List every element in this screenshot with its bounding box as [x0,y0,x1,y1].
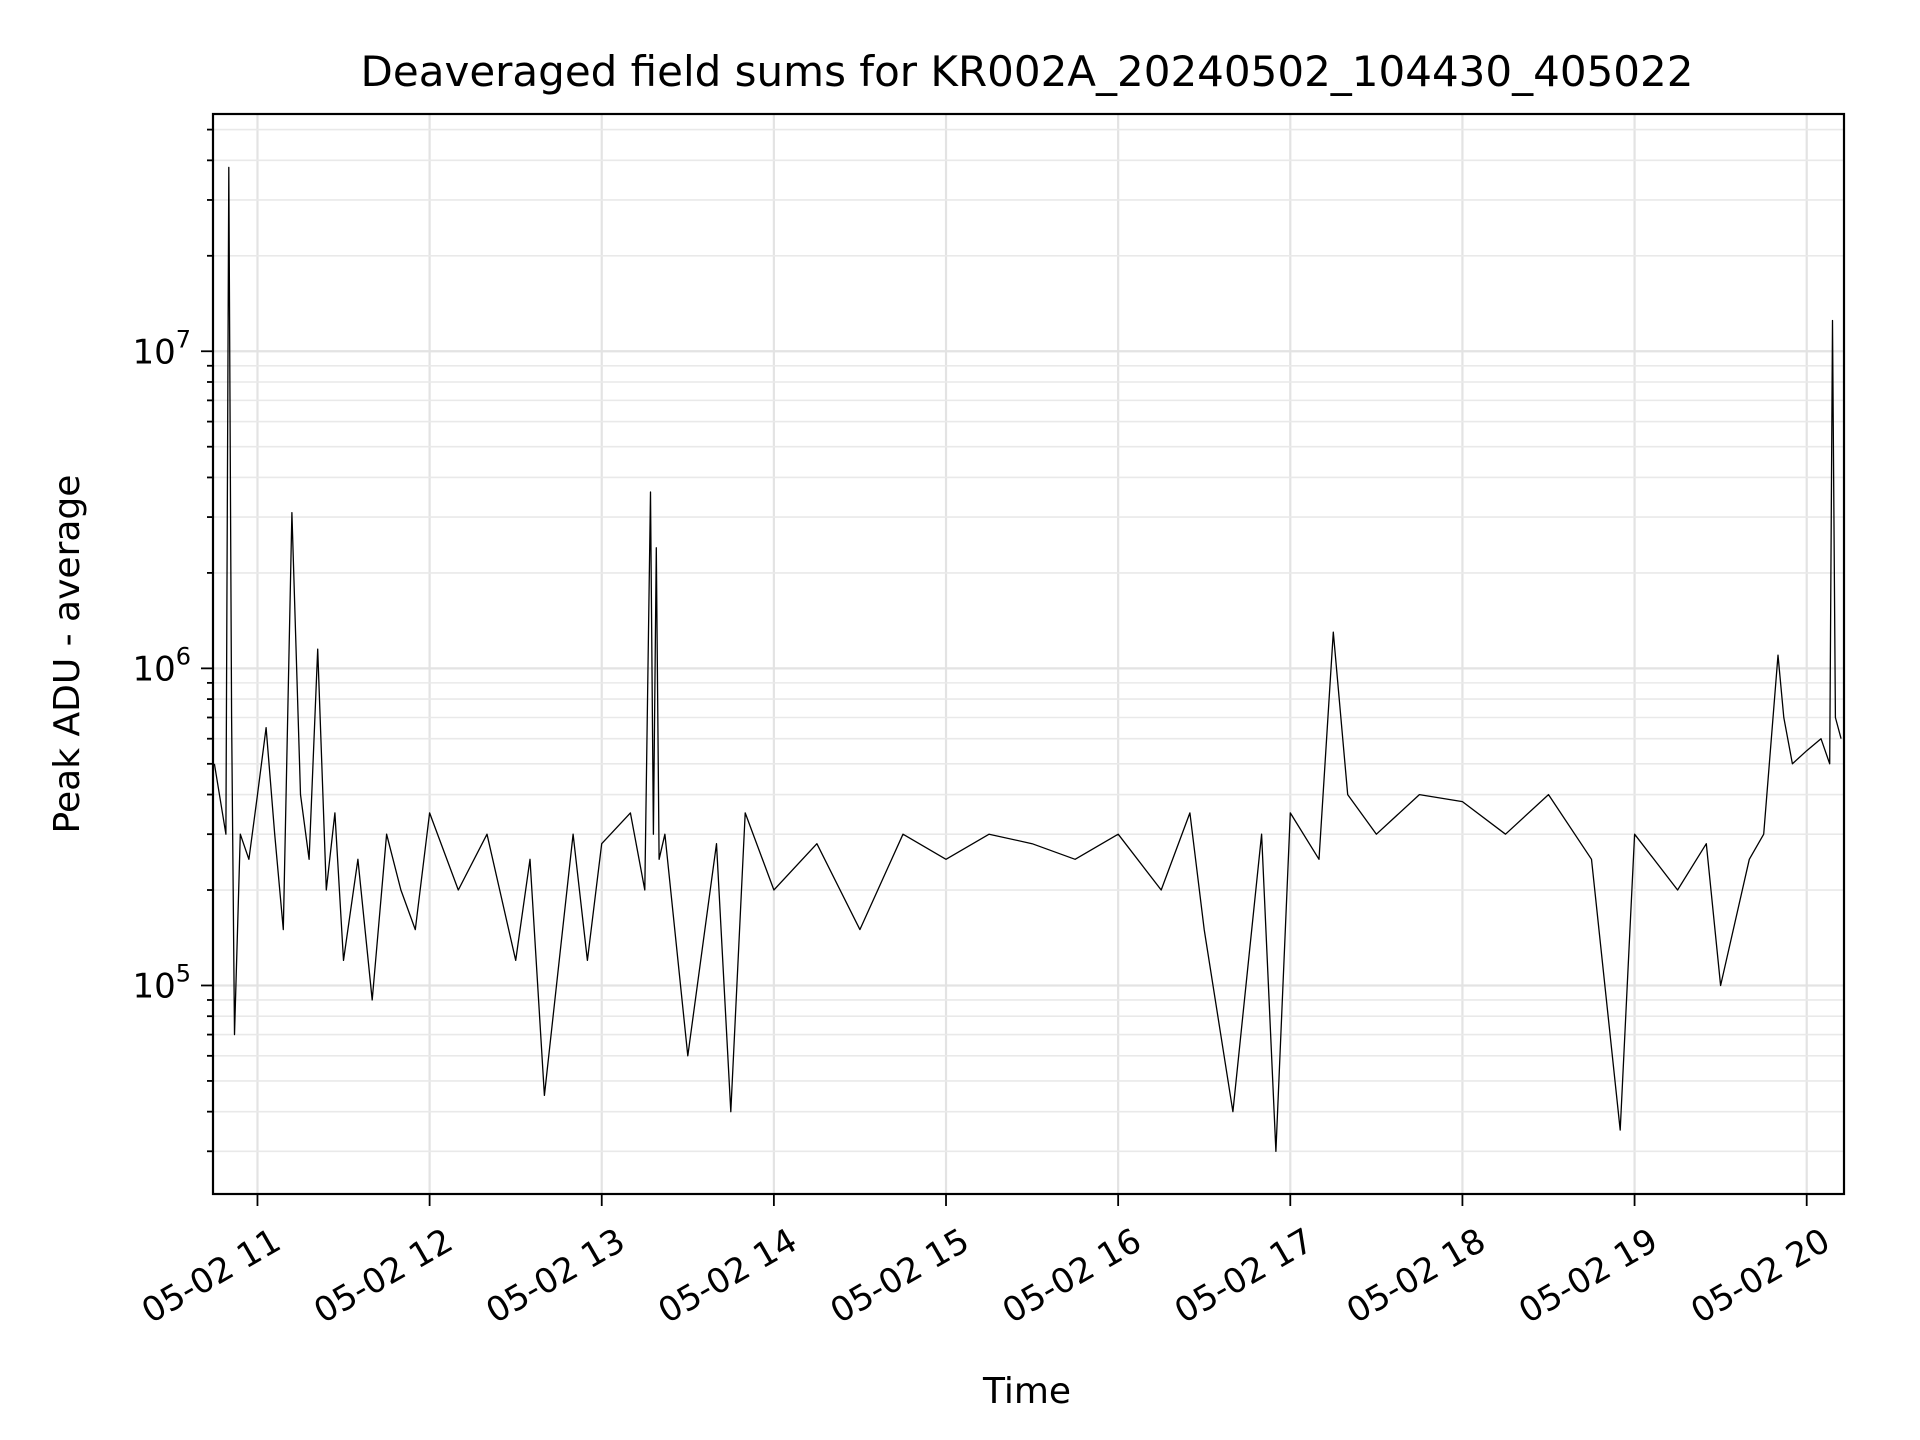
y-tick-label: 105 [132,959,191,1006]
x-tick-label: 05-02 19 [1512,1221,1664,1332]
y-tick-exponent: 7 [176,325,191,353]
y-tick-base: 10 [132,966,175,1006]
x-tick-label: 05-02 20 [1684,1221,1836,1332]
x-tick-label: 05-02 18 [1340,1221,1492,1332]
y-axis-label: Peak ADU - average [47,475,88,834]
chart-title: Deaveraged field sums for KR002A_2024050… [361,47,1694,96]
x-tick-label: 05-02 15 [824,1221,976,1332]
y-tick-base: 10 [132,332,175,372]
x-axis: 05-02 11 05-02 12 05-02 13 05-02 14 05-02 15… [135,1194,1837,1332]
x-tick-label: 05-02 16 [996,1221,1148,1332]
plot-frame [211,112,1846,1196]
x-tick-label: 05-02 12 [307,1221,459,1332]
y-tick-exponent: 6 [176,642,191,670]
series-area [213,166,1842,1152]
y-tick-label: 106 [132,642,191,689]
x-axis-label: Time [982,1371,1071,1412]
x-tick-label: 05-02 17 [1168,1221,1320,1332]
x-tick-label: 05-02 11 [135,1221,287,1332]
y-tick-label: 107 [132,325,191,372]
x-tick-label: 05-02 14 [652,1221,804,1332]
y-tick-base: 10 [132,649,175,689]
x-tick-label: 05-02 13 [479,1221,631,1332]
series-line [213,166,1842,1152]
grid [213,114,1844,1194]
y-tick-exponent: 5 [176,959,191,987]
